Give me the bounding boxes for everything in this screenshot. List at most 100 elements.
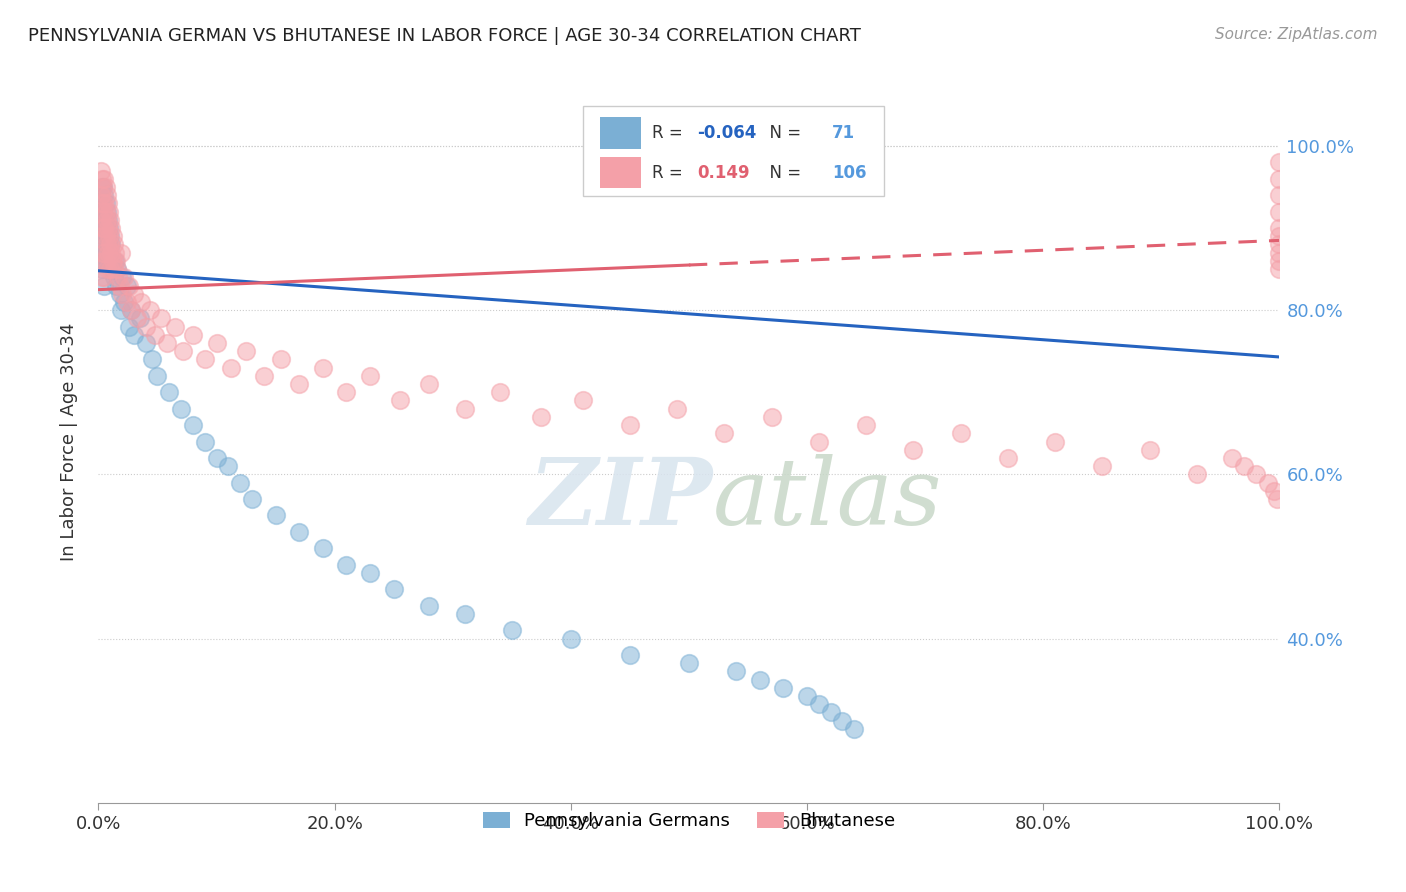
Point: [90, 212, 112, 227]
Point: [103, 262, 125, 277]
Point: [94, 245, 117, 260]
Point: [98, 221, 121, 235]
Point: [194, 352, 217, 367]
Point: [105, 278, 128, 293]
Point: [122, 286, 145, 301]
Point: [127, 311, 149, 326]
Point: [91, 270, 114, 285]
Point: [96, 229, 118, 244]
Point: [94, 229, 117, 244]
Point: [97, 196, 120, 211]
Point: [98, 253, 121, 268]
Point: [100, 245, 122, 260]
Point: [219, 360, 242, 375]
Point: [93, 253, 115, 268]
Point: [489, 385, 512, 400]
Point: [91, 196, 114, 211]
Point: [91, 229, 114, 244]
FancyBboxPatch shape: [600, 157, 641, 188]
Point: [418, 377, 440, 392]
Point: [1268, 171, 1291, 186]
Point: [571, 393, 593, 408]
Point: [94, 204, 117, 219]
Point: [1268, 221, 1291, 235]
Point: [91, 245, 114, 260]
Text: 71: 71: [832, 124, 855, 142]
Point: [101, 262, 124, 277]
Text: R =: R =: [652, 163, 689, 182]
Point: [111, 270, 134, 285]
Point: [359, 368, 381, 383]
Text: N =: N =: [759, 163, 806, 182]
Point: [382, 582, 405, 597]
Point: [93, 237, 115, 252]
Point: [235, 344, 257, 359]
Point: [111, 286, 134, 301]
Point: [112, 295, 135, 310]
Point: [91, 180, 114, 194]
Point: [1268, 229, 1291, 244]
Point: [1268, 245, 1291, 260]
Point: [1185, 467, 1208, 482]
Point: [1265, 491, 1288, 506]
Point: [91, 204, 114, 219]
Point: [91, 180, 114, 194]
Point: [253, 368, 276, 383]
Point: [1268, 155, 1291, 169]
Point: [1268, 262, 1291, 277]
Point: [96, 262, 118, 277]
FancyBboxPatch shape: [582, 105, 884, 196]
Point: [128, 311, 150, 326]
Point: [453, 401, 475, 416]
Point: [94, 180, 117, 194]
Point: [229, 475, 252, 490]
Point: [91, 253, 114, 268]
Point: [98, 212, 121, 227]
Point: [146, 368, 169, 383]
Point: [108, 286, 131, 301]
Point: [93, 245, 115, 260]
Point: [98, 245, 121, 260]
Point: [91, 229, 114, 244]
Point: [118, 319, 141, 334]
Point: [97, 237, 120, 252]
Point: [150, 311, 173, 326]
Point: [108, 278, 131, 293]
Point: [98, 262, 121, 277]
Point: [129, 295, 152, 310]
Point: [90, 188, 112, 202]
Point: [157, 385, 180, 400]
Point: [103, 237, 125, 252]
Point: [1244, 467, 1267, 482]
Point: [93, 171, 115, 186]
Text: 106: 106: [832, 163, 866, 182]
Point: [115, 278, 138, 293]
Point: [98, 204, 121, 219]
Point: [91, 221, 114, 235]
Point: [115, 295, 138, 310]
Point: [93, 212, 115, 227]
Point: [1233, 459, 1256, 474]
Point: [101, 229, 124, 244]
Text: 0.149: 0.149: [697, 163, 749, 182]
Point: [678, 657, 700, 671]
Point: [418, 599, 440, 613]
Point: [94, 221, 117, 235]
Text: PENNSYLVANIA GERMAN VS BHUTANESE IN LABOR FORCE | AGE 30-34 CORRELATION CHART: PENNSYLVANIA GERMAN VS BHUTANESE IN LABO…: [28, 27, 860, 45]
Point: [143, 327, 166, 342]
Point: [90, 163, 112, 178]
Point: [335, 558, 357, 572]
Point: [91, 171, 114, 186]
Point: [107, 270, 129, 285]
Point: [288, 377, 311, 392]
Point: [165, 319, 187, 334]
Point: [93, 270, 115, 285]
Point: [1268, 253, 1291, 268]
Point: [91, 180, 114, 194]
Point: [96, 188, 118, 202]
Point: [98, 237, 121, 252]
Point: [105, 253, 128, 268]
Point: [501, 624, 523, 638]
Point: [855, 418, 877, 433]
Point: [820, 706, 842, 720]
